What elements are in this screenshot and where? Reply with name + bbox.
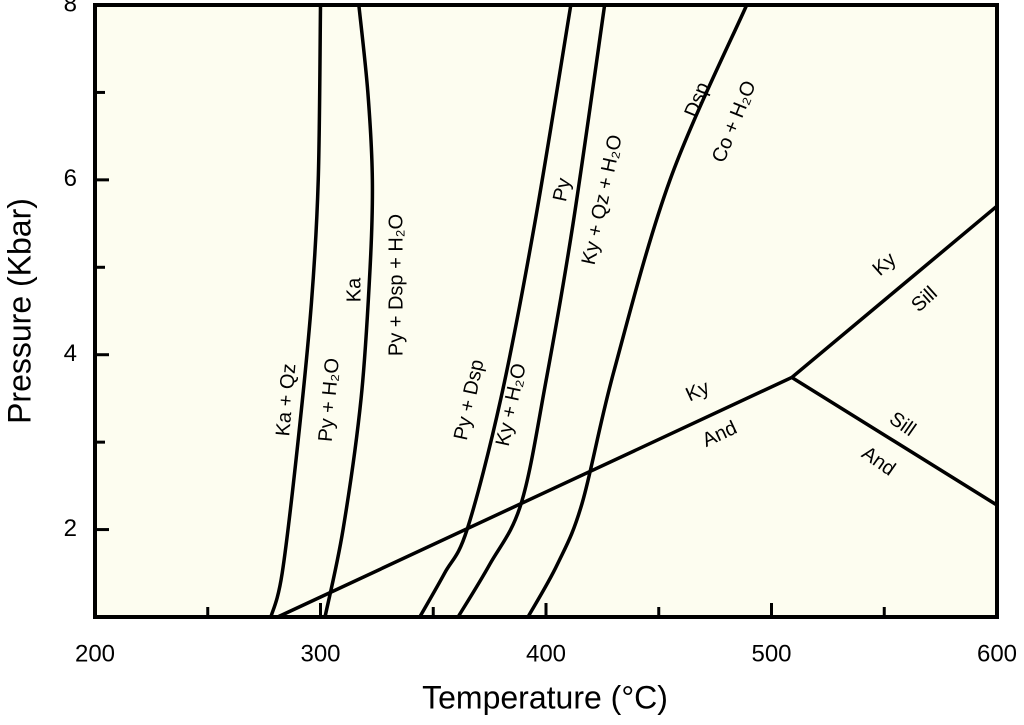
x-tick-label: 300: [300, 640, 340, 667]
phase-boundary: [276, 375, 793, 619]
x-tick-label: 500: [751, 640, 791, 667]
phase-boundary: [790, 204, 999, 379]
x-tick-label: 600: [977, 640, 1017, 667]
phase-label: Py + Dsp + H₂O: [385, 214, 407, 356]
y-tick-label: 8: [64, 0, 77, 17]
phase-label: Ka: [343, 277, 365, 302]
phase-label: Py: [549, 176, 575, 203]
plot-frame: [93, 3, 999, 619]
y-tick-label: 4: [64, 340, 77, 367]
y-tick-label: 2: [64, 515, 77, 542]
x-tick-label: 400: [526, 640, 566, 667]
phase-boundary: [418, 4, 573, 618]
phase-boundary: [790, 375, 998, 507]
y-tick-label: 6: [64, 165, 77, 192]
y-axis-label: Pressure (Kbar): [1, 198, 37, 424]
phase-boundary: [456, 4, 607, 618]
phase-boundary: [269, 4, 323, 618]
phase-boundary: [323, 4, 375, 618]
x-tick-label: 200: [75, 640, 115, 667]
phase-boundary: [526, 4, 749, 618]
x-axis-label: Temperature (°C): [422, 679, 668, 715]
plot-background: [95, 5, 997, 617]
